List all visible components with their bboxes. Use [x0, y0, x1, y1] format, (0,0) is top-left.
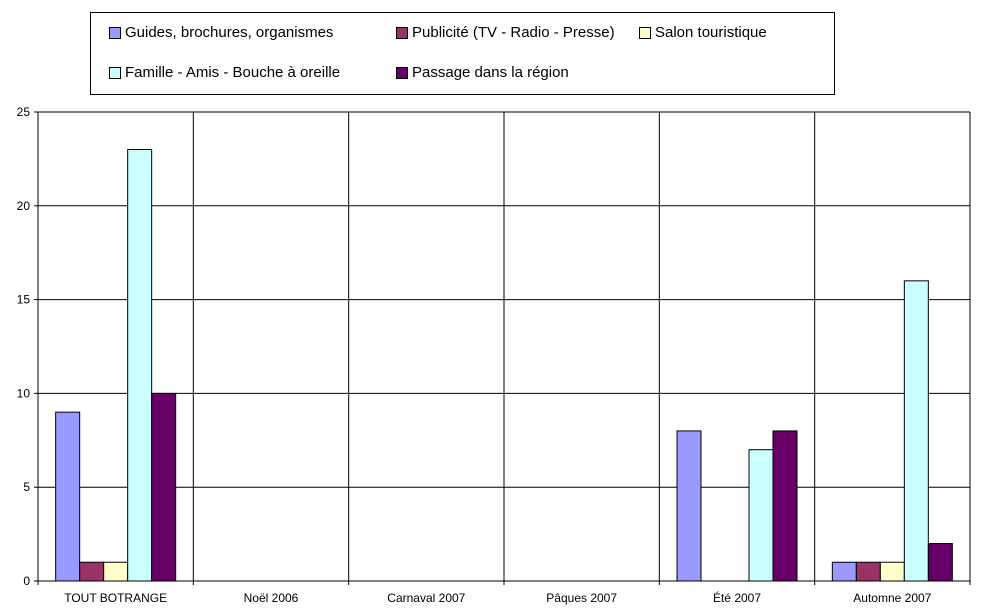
bar: [831, 561, 857, 582]
bar: [927, 542, 953, 582]
legend-item: Publicité (TV - Radio - Presse): [396, 24, 615, 41]
legend-label: Passage dans la région: [412, 64, 569, 81]
y-tick-label: 0: [23, 574, 30, 588]
y-tick-label: 5: [23, 480, 30, 494]
bar: [127, 149, 153, 582]
y-tick-label: 20: [17, 199, 31, 213]
bar: [855, 561, 881, 582]
bar: [79, 561, 105, 582]
legend-swatch: [109, 66, 121, 79]
x-tick-label: Pâques 2007: [546, 591, 617, 605]
bar: [748, 449, 774, 582]
legend-item: Guides, brochures, organismes: [109, 24, 333, 41]
legend-label: Salon touristique: [655, 24, 767, 41]
bar: [103, 561, 129, 582]
x-tick-label: Été 2007: [713, 590, 761, 605]
legend-swatch: [396, 26, 408, 39]
bar: [772, 430, 798, 582]
legend-swatch: [396, 66, 408, 79]
legend-swatch: [109, 26, 121, 39]
bar: [879, 561, 905, 582]
legend-swatch: [639, 26, 651, 39]
legend-item: Salon touristique: [639, 24, 767, 41]
y-tick-label: 10: [17, 386, 31, 400]
x-tick-label: Carnaval 2007: [387, 591, 465, 605]
legend-label: Guides, brochures, organismes: [125, 24, 334, 41]
bar: [903, 280, 929, 582]
y-tick-label: 15: [17, 293, 31, 307]
legend-item: Passage dans la région: [396, 64, 569, 81]
legend-item: Famille - Amis - Bouche à oreille: [109, 64, 340, 81]
y-tick-label: 25: [17, 105, 31, 119]
x-tick-label: TOUT BOTRANGE: [64, 591, 167, 605]
chart-legend: Guides, brochures, organismes Publicité (…: [90, 12, 835, 95]
x-tick-label: Automne 2007: [853, 591, 931, 605]
legend-label: Publicité (TV - Radio - Presse): [412, 24, 615, 41]
bar: [151, 392, 177, 582]
bar: [55, 411, 81, 582]
bar: [676, 430, 702, 582]
x-tick-label: Noël 2006: [244, 591, 299, 605]
legend-label: Famille - Amis - Bouche à oreille: [125, 64, 341, 81]
